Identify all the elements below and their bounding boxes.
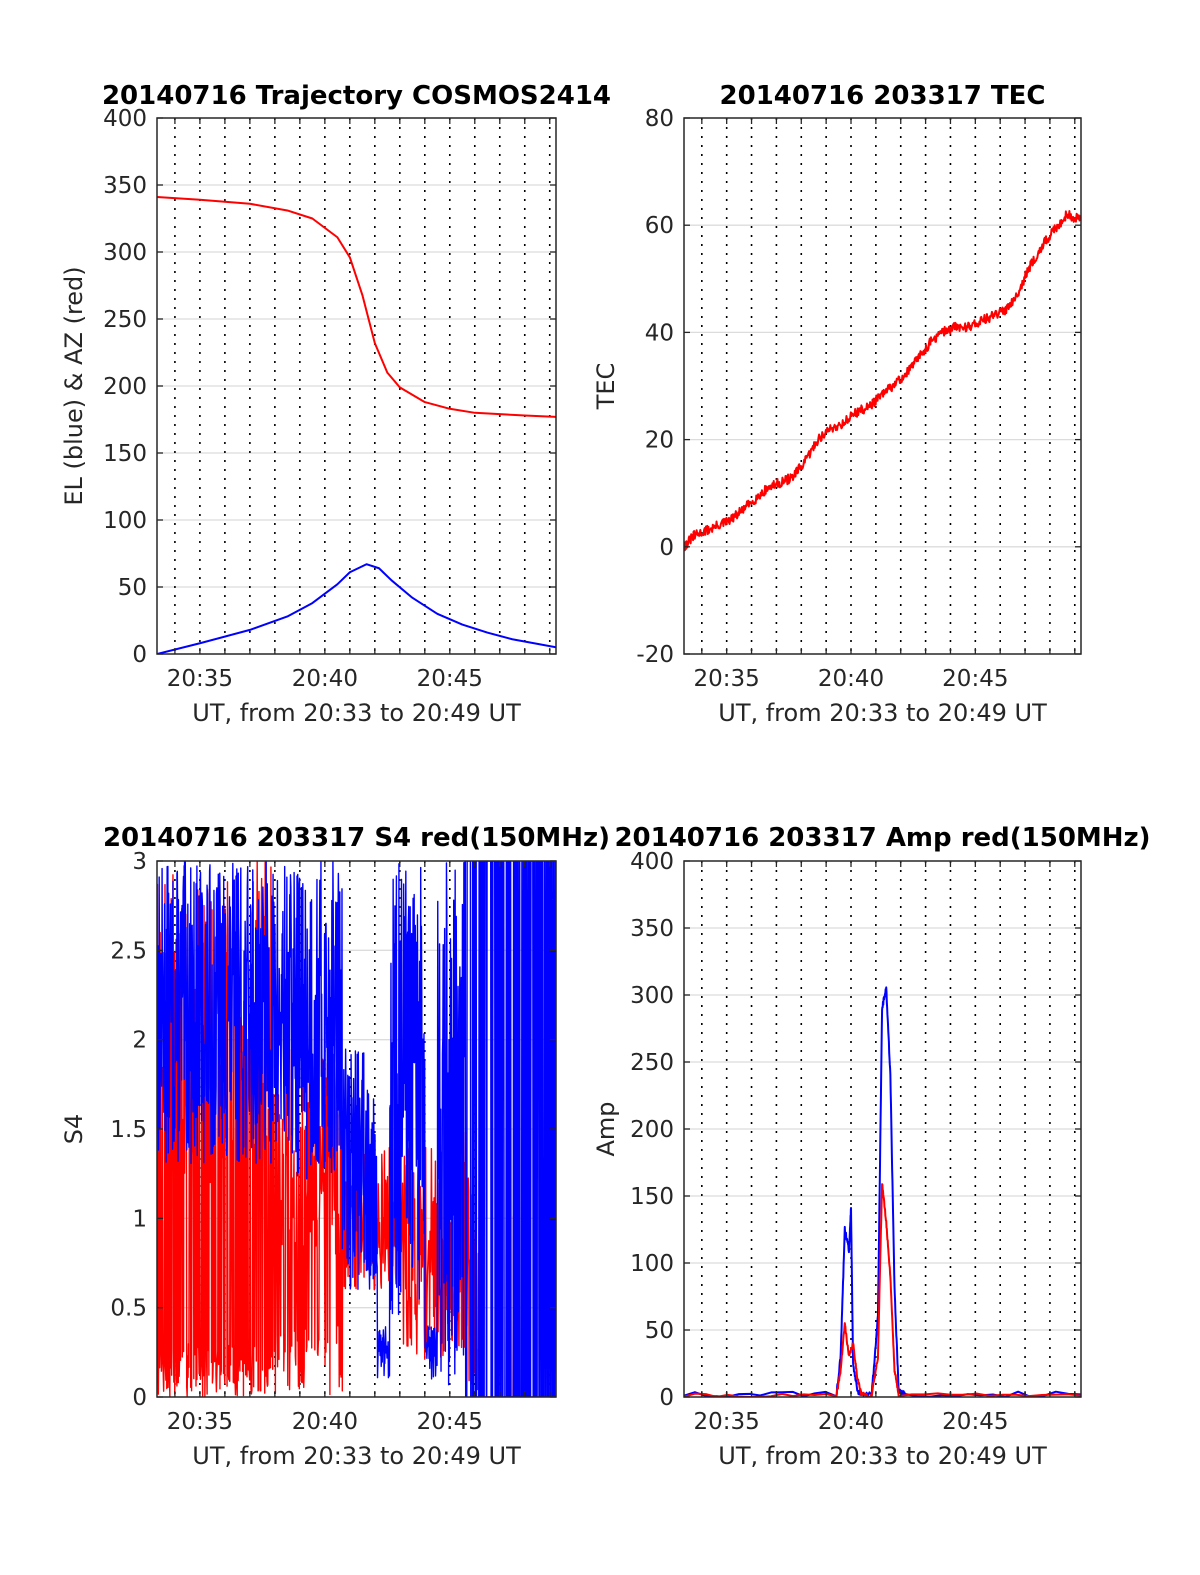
- trajectory-ytick-label: 150: [103, 441, 147, 467]
- tec-ytick-label: 60: [645, 213, 674, 239]
- amp-ytick-label: 150: [630, 1184, 674, 1210]
- tec-ytick-label: 20: [645, 428, 674, 454]
- amp-x-axis-label: UT, from 20:33 to 20:49 UT: [718, 1442, 1047, 1470]
- trajectory-ytick-label: 350: [103, 173, 147, 199]
- amp-ytick-label: 350: [630, 916, 674, 942]
- tec-x-axis-label: UT, from 20:33 to 20:49 UT: [718, 699, 1047, 727]
- s4-title: 20140716 203317 S4 red(150MHz): [103, 823, 610, 853]
- amp-ytick-label: 100: [630, 1251, 674, 1277]
- panel-tec: -20 0 20 40 60 80 20:35 20:40 20:45 20140716 203…: [592, 81, 1082, 727]
- s4-ytick-label: 0: [132, 1385, 147, 1411]
- amp-series-red-line: [684, 1183, 1081, 1397]
- tec-ytick-label: 40: [645, 320, 674, 346]
- tec-xtick-label: 20:35: [694, 666, 760, 692]
- s4-y-axis-label: S4: [60, 1114, 88, 1145]
- trajectory-ytick-label: 250: [103, 307, 147, 333]
- s4-xtick-label: 20:40: [292, 1409, 358, 1435]
- amp-title: 20140716 203317 Amp red(150MHz): [614, 823, 1150, 853]
- s4-xtick-label: 20:45: [417, 1409, 483, 1435]
- tec-ytick-label: 0: [659, 535, 674, 561]
- tec-xtick-label: 20:40: [818, 666, 884, 692]
- s4-xtick-label: 20:35: [167, 1409, 233, 1435]
- trajectory-ytick-label: 100: [103, 508, 147, 534]
- amp-xtick-label: 20:45: [942, 1409, 1008, 1435]
- s4-ytick-label: 1: [132, 1206, 147, 1232]
- amp-ytick-label: 400: [630, 849, 674, 875]
- tec-ytick-label: 80: [645, 106, 674, 132]
- s4-ytick-label: 1.5: [110, 1117, 147, 1143]
- tec-xtick-label: 20:45: [942, 666, 1008, 692]
- tec-ytick-label: -20: [636, 642, 674, 668]
- panel-s4: 0 0.5 1 1.5 2 2.5 3 20:35 20:40 20:45 20140716 20…: [60, 823, 610, 1470]
- tec-title: 20140716 203317 TEC: [720, 81, 1046, 111]
- trajectory-xtick-label: 20:40: [292, 666, 358, 692]
- amp-xtick-label: 20:40: [818, 1409, 884, 1435]
- amp-ytick-label: 250: [630, 1050, 674, 1076]
- trajectory-ytick-label: 300: [103, 240, 147, 266]
- trajectory-xtick-label: 20:35: [167, 666, 233, 692]
- tec-y-axis-label: TEC: [592, 363, 620, 411]
- trajectory-series-red-line: [157, 196, 556, 418]
- s4-ytick-label: 2: [132, 1028, 147, 1054]
- s4-series-blue-line: [157, 861, 556, 1397]
- trajectory-title: 20140716 Trajectory COSMOS2414: [102, 81, 611, 111]
- trajectory-ytick-label: 200: [103, 374, 147, 400]
- amp-series-blue-line: [684, 986, 1081, 1397]
- amp-ytick-label: 0: [659, 1385, 674, 1411]
- trajectory-x-axis-label: UT, from 20:33 to 20:49 UT: [192, 699, 521, 727]
- amp-ytick-label: 50: [645, 1318, 674, 1344]
- amp-ytick-label: 300: [630, 983, 674, 1009]
- tec-axes-frame: [683, 117, 1082, 655]
- trajectory-y-axis-label: EL (blue) & AZ (red): [60, 266, 88, 505]
- tec-series-red-line: [684, 210, 1081, 552]
- trajectory-series-blue-line: [157, 563, 556, 654]
- trajectory-xtick-label: 20:45: [417, 666, 483, 692]
- amp-y-axis-label: Amp: [592, 1101, 620, 1156]
- amp-ytick-label: 200: [630, 1117, 674, 1143]
- s4-ytick-label: 0.5: [110, 1296, 147, 1322]
- trajectory-ytick-label: 50: [118, 575, 147, 601]
- s4-x-axis-label: UT, from 20:33 to 20:49 UT: [192, 1442, 521, 1470]
- trajectory-ytick-label: 400: [103, 106, 147, 132]
- s4-ytick-label: 2.5: [110, 938, 147, 964]
- amp-xtick-label: 20:35: [694, 1409, 760, 1435]
- trajectory-ytick-label: 0: [132, 642, 147, 668]
- s4-ytick-label: 3: [132, 849, 147, 875]
